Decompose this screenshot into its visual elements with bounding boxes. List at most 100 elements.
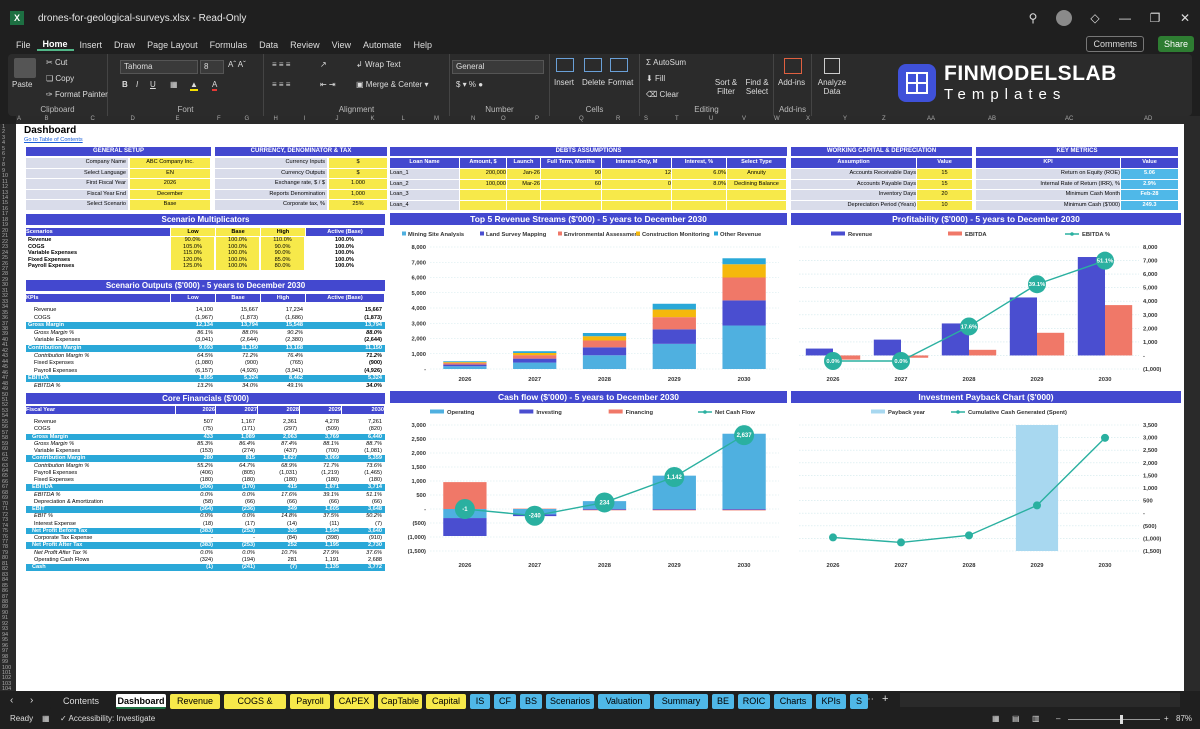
row-header[interactable]: 65 — [2, 473, 9, 480]
column-header[interactable]: S — [644, 116, 649, 122]
row-header[interactable]: 91 — [2, 615, 9, 622]
row-header[interactable]: 25 — [2, 255, 9, 262]
currency-value-input[interactable]: $ — [329, 158, 387, 168]
row-header[interactable]: 84 — [2, 577, 9, 584]
column-header[interactable]: U — [709, 116, 714, 122]
row-header[interactable]: 86 — [2, 588, 9, 595]
column-header[interactable]: AD — [1144, 116, 1153, 122]
row-header[interactable]: 46 — [2, 369, 9, 376]
bold-button[interactable]: B — [122, 80, 128, 89]
row-header[interactable]: 54 — [2, 413, 9, 420]
debts-cell[interactable] — [602, 190, 671, 200]
delete-cells-icon[interactable] — [584, 58, 602, 72]
sheet-tab-contents[interactable]: Contents — [50, 694, 112, 709]
row-header[interactable]: 27 — [2, 265, 9, 272]
debts-cell[interactable] — [460, 190, 506, 200]
column-header[interactable]: G — [244, 116, 250, 122]
row-header[interactable]: 18 — [2, 216, 9, 223]
wc-value-input[interactable]: 15 — [917, 179, 972, 190]
row-header[interactable]: 31 — [2, 287, 9, 294]
row-header[interactable]: 78 — [2, 544, 9, 551]
row-header[interactable]: 74 — [2, 522, 9, 529]
multipliers-cell[interactable]: 125.0% — [171, 263, 214, 270]
row-header[interactable]: 24 — [2, 249, 9, 256]
row-header[interactable]: 79 — [2, 549, 9, 556]
sheet-tab-capex[interactable]: CAPEX — [334, 694, 374, 709]
row-header[interactable]: 66 — [2, 478, 9, 485]
row-header[interactable]: 90 — [2, 609, 9, 616]
debts-cell[interactable]: Declining Balance — [727, 179, 786, 190]
row-header[interactable]: 28 — [2, 271, 9, 278]
sheet-tab-scenarios[interactable]: Scenarios — [546, 694, 594, 709]
row-header[interactable]: 58 — [2, 435, 9, 442]
wrap-text-button[interactable]: ↲ Wrap Text — [356, 60, 401, 69]
clear-button[interactable]: ⌫ Clear — [646, 90, 679, 99]
sheet-tab-payroll[interactable]: Payroll — [290, 694, 330, 709]
normal-view-icon[interactable]: ▦ — [992, 714, 1000, 723]
row-header[interactable]: 80 — [2, 555, 9, 562]
row-header[interactable]: 104 — [2, 686, 12, 693]
toc-link[interactable]: Go to Table of Contents — [24, 137, 83, 143]
debts-cell[interactable]: 60 — [541, 179, 601, 190]
wc-value-input[interactable]: 10 — [917, 200, 972, 211]
number-format-select[interactable]: General — [452, 60, 544, 74]
column-header[interactable]: AC — [1065, 116, 1074, 122]
sheet-tab-be[interactable]: BE — [712, 694, 734, 709]
diamond-icon[interactable]: ◇ — [1090, 11, 1100, 25]
row-header[interactable]: 57 — [2, 429, 9, 436]
row-header[interactable]: 43 — [2, 353, 9, 360]
format-painter-button[interactable]: ✑ Format Painter — [46, 90, 108, 99]
row-header[interactable]: 87 — [2, 593, 9, 600]
multipliers-cell[interactable]: 115.0% — [171, 250, 214, 257]
column-header[interactable]: O — [501, 116, 506, 122]
currency-value-input[interactable]: $ — [329, 168, 387, 179]
column-header[interactable]: K — [370, 116, 375, 122]
row-header[interactable]: 62 — [2, 457, 9, 464]
multipliers-cell[interactable]: 110.0% — [261, 237, 304, 244]
row-header[interactable]: 9 — [2, 167, 6, 174]
row-header[interactable]: 49 — [2, 386, 9, 393]
column-header[interactable]: L — [401, 116, 405, 122]
row-header[interactable]: 70 — [2, 500, 9, 507]
row-header[interactable]: 5 — [2, 145, 6, 152]
column-header[interactable]: B — [44, 116, 49, 122]
column-header[interactable]: H — [273, 116, 278, 122]
row-header[interactable]: 88 — [2, 599, 9, 606]
orientation-icon[interactable]: ↗ — [320, 60, 327, 69]
sort-filter-button[interactable]: Sort & Filter — [714, 78, 738, 96]
row-header[interactable]: 64 — [2, 467, 9, 474]
worksheet[interactable]: Dashboard Go to Table of Contents GENERA… — [16, 124, 1184, 691]
row-header[interactable]: 53 — [2, 407, 9, 414]
row-header[interactable]: 82 — [2, 566, 9, 573]
row-header[interactable]: 100 — [2, 664, 12, 671]
row-header[interactable]: 39 — [2, 331, 9, 338]
row-header[interactable]: 60 — [2, 446, 9, 453]
next-sheet-icon[interactable]: › — [30, 695, 34, 706]
sheet-tab-cf[interactable]: CF — [494, 694, 516, 709]
sheet-tab-bs[interactable]: BS — [520, 694, 542, 709]
row-header[interactable]: 102 — [2, 675, 12, 682]
paste-icon[interactable] — [14, 58, 36, 78]
addins-icon[interactable] — [784, 58, 802, 74]
row-header[interactable]: 48 — [2, 380, 9, 387]
paste-button[interactable]: Paste — [12, 80, 33, 89]
row-header[interactable]: 83 — [2, 571, 9, 578]
close-icon[interactable]: ✕ — [1179, 11, 1191, 25]
page-break-view-icon[interactable]: ▥ — [1032, 714, 1040, 723]
merge-center-button[interactable]: ▣ Merge & Center ▾ — [356, 80, 429, 89]
font-color-icon[interactable]: A — [212, 80, 218, 91]
column-header[interactable]: Z — [882, 116, 886, 122]
row-header[interactable]: 20 — [2, 227, 9, 234]
row-header[interactable]: 52 — [2, 402, 9, 409]
row-header[interactable]: 94 — [2, 631, 9, 638]
row-header[interactable]: 19 — [2, 222, 9, 229]
row-header[interactable]: 37 — [2, 320, 9, 327]
column-header[interactable]: V — [742, 116, 747, 122]
sheet-tab-s[interactable]: S — [850, 694, 868, 709]
row-header[interactable]: 59 — [2, 440, 9, 447]
column-header[interactable]: J — [335, 116, 339, 122]
analyze-data-button[interactable]: Analyze Data — [817, 78, 847, 96]
debts-cell[interactable] — [541, 190, 601, 200]
sheet-tab-revenue[interactable]: Revenue — [170, 694, 220, 709]
row-header[interactable]: 44 — [2, 358, 9, 365]
